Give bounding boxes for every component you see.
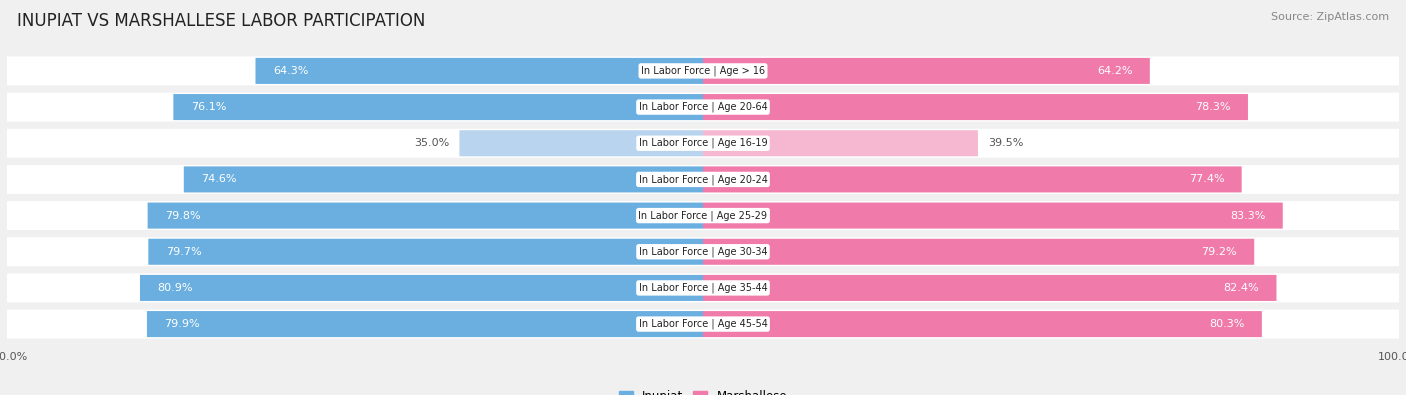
FancyBboxPatch shape <box>0 92 1406 122</box>
FancyBboxPatch shape <box>184 166 703 192</box>
Text: 79.9%: 79.9% <box>165 319 200 329</box>
FancyBboxPatch shape <box>141 275 703 301</box>
Text: In Labor Force | Age 30-34: In Labor Force | Age 30-34 <box>638 246 768 257</box>
FancyBboxPatch shape <box>0 237 1406 266</box>
Text: In Labor Force | Age 20-64: In Labor Force | Age 20-64 <box>638 102 768 112</box>
FancyBboxPatch shape <box>256 58 703 84</box>
FancyBboxPatch shape <box>703 58 1150 84</box>
Text: 35.0%: 35.0% <box>413 138 449 148</box>
FancyBboxPatch shape <box>173 94 703 120</box>
FancyBboxPatch shape <box>0 165 1406 194</box>
Text: 78.3%: 78.3% <box>1195 102 1230 112</box>
FancyBboxPatch shape <box>0 56 1406 85</box>
Text: In Labor Force | Age 25-29: In Labor Force | Age 25-29 <box>638 210 768 221</box>
Text: Source: ZipAtlas.com: Source: ZipAtlas.com <box>1271 12 1389 22</box>
Text: 77.4%: 77.4% <box>1188 175 1225 184</box>
Text: In Labor Force | Age 20-24: In Labor Force | Age 20-24 <box>638 174 768 185</box>
FancyBboxPatch shape <box>703 130 979 156</box>
FancyBboxPatch shape <box>0 201 1406 230</box>
Text: 80.3%: 80.3% <box>1209 319 1244 329</box>
Text: 80.9%: 80.9% <box>157 283 193 293</box>
Text: 74.6%: 74.6% <box>201 175 236 184</box>
Text: 79.7%: 79.7% <box>166 247 201 257</box>
FancyBboxPatch shape <box>146 311 703 337</box>
FancyBboxPatch shape <box>0 129 1406 158</box>
Text: 82.4%: 82.4% <box>1223 283 1260 293</box>
Text: In Labor Force | Age 16-19: In Labor Force | Age 16-19 <box>638 138 768 149</box>
FancyBboxPatch shape <box>703 166 1241 192</box>
FancyBboxPatch shape <box>703 94 1249 120</box>
FancyBboxPatch shape <box>460 130 703 156</box>
Text: 76.1%: 76.1% <box>191 102 226 112</box>
Text: 64.2%: 64.2% <box>1097 66 1132 76</box>
FancyBboxPatch shape <box>148 239 703 265</box>
Text: In Labor Force | Age > 16: In Labor Force | Age > 16 <box>641 66 765 76</box>
FancyBboxPatch shape <box>703 275 1277 301</box>
FancyBboxPatch shape <box>703 203 1282 229</box>
Text: 39.5%: 39.5% <box>988 138 1024 148</box>
Text: 79.8%: 79.8% <box>165 211 201 220</box>
FancyBboxPatch shape <box>148 203 703 229</box>
FancyBboxPatch shape <box>0 310 1406 339</box>
Text: 79.2%: 79.2% <box>1201 247 1237 257</box>
FancyBboxPatch shape <box>0 273 1406 303</box>
Text: In Labor Force | Age 35-44: In Labor Force | Age 35-44 <box>638 283 768 293</box>
FancyBboxPatch shape <box>703 311 1261 337</box>
Legend: Inupiat, Marshallese: Inupiat, Marshallese <box>614 385 792 395</box>
Text: INUPIAT VS MARSHALLESE LABOR PARTICIPATION: INUPIAT VS MARSHALLESE LABOR PARTICIPATI… <box>17 12 425 30</box>
FancyBboxPatch shape <box>703 239 1254 265</box>
Text: In Labor Force | Age 45-54: In Labor Force | Age 45-54 <box>638 319 768 329</box>
Text: 83.3%: 83.3% <box>1230 211 1265 220</box>
Text: 64.3%: 64.3% <box>273 66 308 76</box>
